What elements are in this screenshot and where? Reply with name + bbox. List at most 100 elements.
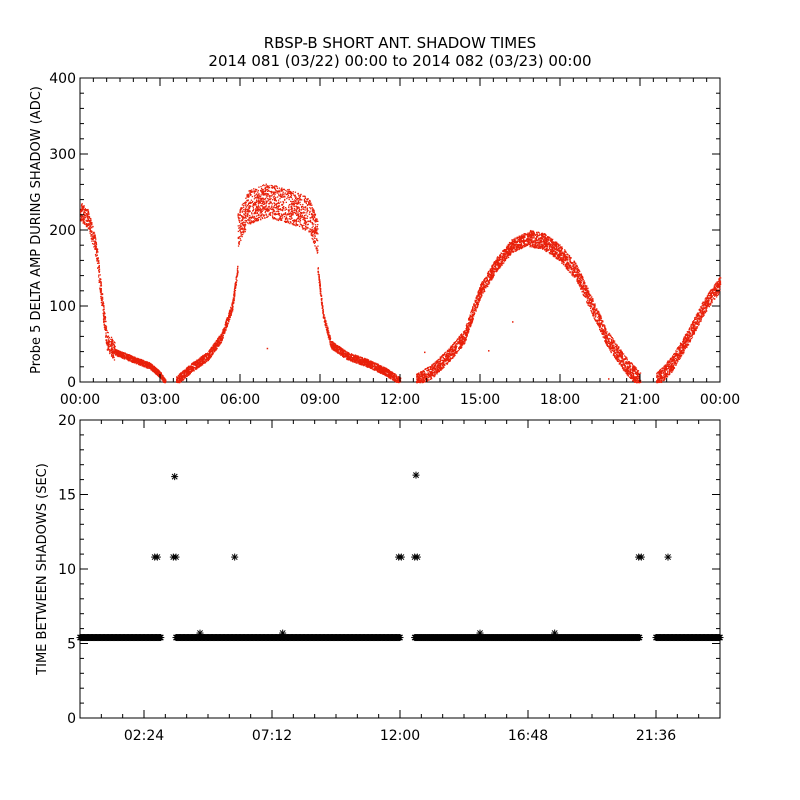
amp-point bbox=[261, 205, 263, 207]
amp-point bbox=[109, 351, 111, 353]
amp-point bbox=[284, 199, 286, 201]
amp-point bbox=[116, 355, 119, 357]
amp-point bbox=[273, 206, 275, 208]
amp-point bbox=[193, 366, 196, 369]
amp-point bbox=[289, 221, 292, 223]
amp-point bbox=[209, 350, 211, 352]
amp-point bbox=[112, 350, 114, 352]
amp-point bbox=[113, 344, 116, 347]
amp-point bbox=[107, 346, 109, 348]
amp-point bbox=[298, 202, 300, 205]
amp-point bbox=[162, 377, 164, 379]
amp-point bbox=[121, 353, 123, 355]
amp-point bbox=[195, 366, 197, 369]
amp-point bbox=[363, 365, 365, 367]
amp-point bbox=[347, 358, 350, 361]
amp-point bbox=[310, 213, 313, 216]
amp-point bbox=[157, 374, 159, 377]
amp-point bbox=[206, 353, 208, 355]
amp-point bbox=[265, 214, 268, 216]
amp-point bbox=[245, 202, 247, 204]
amp-point bbox=[91, 222, 93, 224]
amp-point bbox=[262, 197, 264, 199]
amp-point bbox=[185, 374, 188, 376]
amp-point bbox=[119, 351, 121, 353]
amp-point bbox=[118, 350, 120, 352]
amp-point bbox=[277, 206, 279, 208]
amp-point bbox=[239, 236, 241, 238]
amp-point bbox=[244, 214, 246, 217]
amp-point bbox=[293, 194, 295, 196]
amp-point bbox=[267, 193, 269, 195]
amp-point bbox=[179, 375, 181, 377]
amp-point bbox=[162, 379, 165, 381]
amp-point bbox=[216, 345, 218, 347]
amp-point bbox=[348, 357, 350, 359]
amp-point bbox=[316, 218, 318, 220]
amp-point bbox=[282, 209, 284, 211]
amp-point bbox=[288, 198, 290, 201]
amp-point bbox=[308, 213, 311, 215]
amp-point bbox=[109, 345, 111, 347]
amp-point bbox=[258, 201, 260, 203]
amp-point bbox=[282, 196, 284, 198]
amp-point bbox=[262, 190, 264, 192]
amp-point bbox=[103, 307, 105, 309]
amp-point bbox=[97, 260, 100, 263]
amp-point bbox=[134, 360, 136, 362]
amp-point bbox=[81, 219, 83, 221]
amp-point bbox=[90, 221, 92, 223]
amp-point bbox=[185, 369, 188, 371]
amp-point bbox=[291, 198, 294, 200]
amp-point bbox=[237, 237, 240, 240]
amp-point bbox=[235, 277, 237, 279]
amp-point bbox=[280, 193, 282, 196]
amp-point bbox=[200, 359, 202, 361]
amp-point bbox=[119, 353, 121, 356]
amp-point bbox=[293, 221, 295, 224]
amp-point bbox=[191, 365, 193, 368]
amp-point bbox=[193, 368, 195, 371]
amp-point bbox=[111, 343, 113, 345]
amp-point bbox=[130, 355, 133, 357]
amp-point bbox=[396, 381, 398, 384]
amp-point bbox=[274, 191, 276, 193]
amp-point bbox=[213, 346, 215, 348]
amp-point bbox=[103, 312, 105, 314]
amp-point bbox=[154, 372, 156, 374]
amp-point bbox=[384, 370, 386, 373]
amp-point bbox=[140, 362, 143, 364]
amp-point bbox=[295, 219, 297, 222]
amp-point bbox=[161, 374, 164, 377]
amp-point bbox=[148, 366, 150, 368]
amp-point bbox=[259, 207, 261, 209]
amp-point bbox=[267, 200, 269, 202]
amp-point bbox=[128, 357, 131, 359]
amp-point bbox=[306, 200, 308, 202]
amp-point bbox=[221, 339, 224, 341]
amp-point bbox=[272, 216, 274, 218]
amp-point bbox=[267, 187, 270, 189]
amp-point bbox=[88, 221, 91, 223]
amp-point bbox=[133, 359, 135, 361]
amp-point bbox=[383, 373, 386, 376]
amp-point bbox=[200, 364, 202, 366]
amp-point bbox=[321, 298, 323, 300]
amp-point bbox=[240, 223, 242, 225]
amp-point bbox=[227, 322, 229, 325]
amp-point bbox=[139, 359, 142, 361]
amp-point bbox=[198, 361, 200, 364]
amp-point bbox=[224, 327, 226, 330]
amp-point bbox=[343, 353, 345, 355]
amp-point bbox=[144, 363, 146, 365]
amp-point bbox=[181, 377, 183, 379]
amp-point bbox=[288, 206, 290, 209]
amp-point bbox=[276, 205, 278, 208]
amp-point bbox=[260, 200, 262, 202]
amp-point bbox=[343, 356, 345, 358]
amp-point bbox=[282, 191, 284, 193]
amp-point bbox=[182, 379, 184, 382]
amp-point bbox=[93, 231, 95, 233]
amp-point bbox=[232, 298, 235, 301]
amp-point bbox=[310, 234, 312, 236]
